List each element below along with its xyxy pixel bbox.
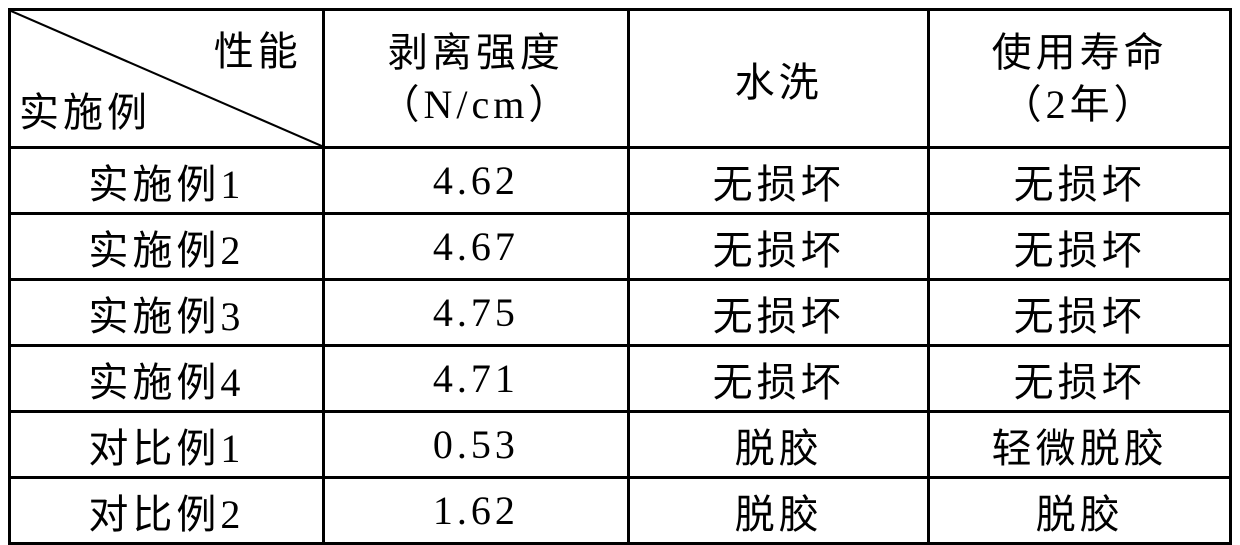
column-header-peel: 剥离强度 （N/cm） bbox=[323, 10, 628, 148]
comparison-table-container: 性能 实施例 剥离强度 （N/cm） 水洗 使用寿命 （2年） 实施例1 4.6… bbox=[0, 0, 1240, 526]
table-header-row: 性能 实施例 剥离强度 （N/cm） 水洗 使用寿命 （2年） bbox=[10, 10, 1231, 148]
cell-wash: 脱胶 bbox=[629, 412, 929, 478]
column-header-wash: 水洗 bbox=[629, 10, 929, 148]
column-header-peel-line2: （N/cm） bbox=[379, 82, 572, 127]
row-label: 实施例3 bbox=[10, 280, 324, 346]
table-row: 对比例2 1.62 脱胶 脱胶 bbox=[10, 478, 1231, 544]
diag-header-top: 性能 bbox=[214, 19, 302, 77]
cell-wash: 无损坏 bbox=[629, 280, 929, 346]
column-header-life-line1: 使用寿命 bbox=[992, 30, 1168, 75]
cell-life: 无损坏 bbox=[929, 346, 1231, 412]
row-label: 对比例1 bbox=[10, 412, 324, 478]
row-label: 实施例2 bbox=[10, 214, 324, 280]
cell-peel: 4.62 bbox=[323, 148, 628, 214]
cell-life: 轻微脱胶 bbox=[929, 412, 1231, 478]
table-row: 实施例2 4.67 无损坏 无损坏 bbox=[10, 214, 1231, 280]
cell-peel: 4.71 bbox=[323, 346, 628, 412]
cell-wash: 无损坏 bbox=[629, 214, 929, 280]
row-label: 对比例2 bbox=[10, 478, 324, 544]
row-label: 实施例4 bbox=[10, 346, 324, 412]
column-header-wash-line1: 水洗 bbox=[735, 60, 823, 105]
table-row: 实施例1 4.62 无损坏 无损坏 bbox=[10, 148, 1231, 214]
cell-life: 无损坏 bbox=[929, 148, 1231, 214]
table-row: 实施例3 4.75 无损坏 无损坏 bbox=[10, 280, 1231, 346]
cell-wash: 无损坏 bbox=[629, 346, 929, 412]
cell-wash: 无损坏 bbox=[629, 148, 929, 214]
cell-peel: 0.53 bbox=[323, 412, 628, 478]
diag-header-bottom: 实施例 bbox=[19, 80, 151, 138]
diagonal-header-cell: 性能 实施例 bbox=[10, 10, 324, 148]
cell-wash: 脱胶 bbox=[629, 478, 929, 544]
cell-peel: 1.62 bbox=[323, 478, 628, 544]
column-header-peel-line1: 剥离强度 bbox=[388, 30, 564, 75]
cell-peel: 4.67 bbox=[323, 214, 628, 280]
cell-life: 脱胶 bbox=[929, 478, 1231, 544]
cell-life: 无损坏 bbox=[929, 214, 1231, 280]
table-row: 实施例4 4.71 无损坏 无损坏 bbox=[10, 346, 1231, 412]
comparison-table: 性能 实施例 剥离强度 （N/cm） 水洗 使用寿命 （2年） 实施例1 4.6… bbox=[8, 8, 1232, 545]
row-label: 实施例1 bbox=[10, 148, 324, 214]
cell-life: 无损坏 bbox=[929, 280, 1231, 346]
table-row: 对比例1 0.53 脱胶 轻微脱胶 bbox=[10, 412, 1231, 478]
cell-peel: 4.75 bbox=[323, 280, 628, 346]
column-header-life-line2: （2年） bbox=[1002, 82, 1158, 127]
column-header-life: 使用寿命 （2年） bbox=[929, 10, 1231, 148]
